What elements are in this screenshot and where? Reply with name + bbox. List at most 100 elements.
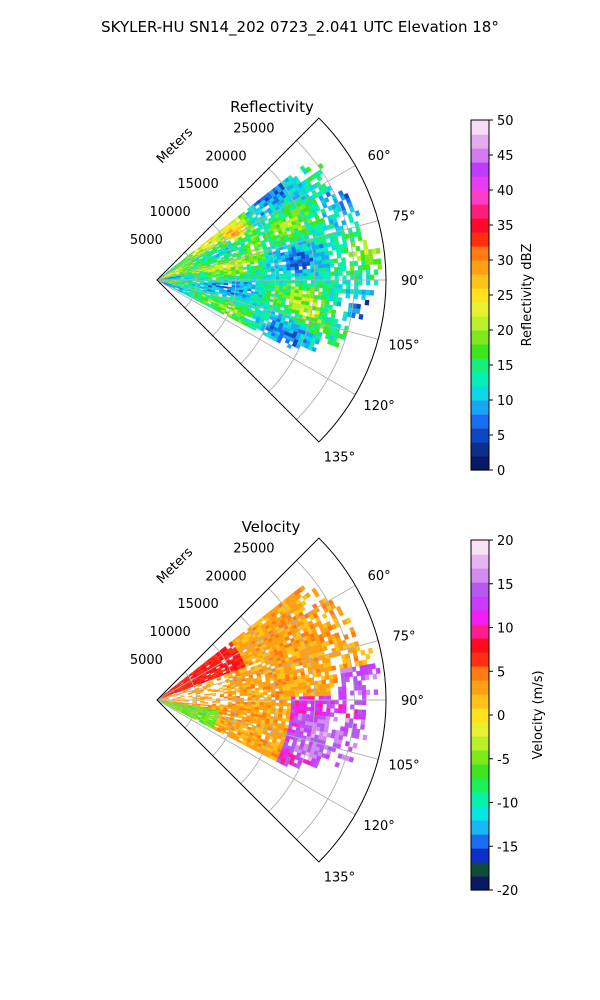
vel-echo-bin (200, 701, 205, 704)
vel-echo-bin (226, 713, 231, 717)
refl-echo-bin (326, 287, 331, 293)
vel-echo-bin (305, 677, 311, 683)
vel-echo-bin (353, 656, 359, 663)
vel-echo-bin (282, 711, 287, 716)
refl-echo-bin (348, 217, 355, 224)
vel-colorbar-segment (471, 582, 489, 597)
refl-echo-bin (320, 299, 326, 305)
refl-echo-bin (294, 286, 300, 291)
refl-echo-bin (298, 283, 304, 288)
vel-echo-bin (176, 700, 181, 702)
vel-echo-bin (294, 699, 300, 704)
vel-range-tick-label: 20000 (205, 569, 246, 584)
refl-echo-bin (317, 256, 322, 261)
vel-azimuth-tick-label: 120° (363, 819, 394, 834)
refl-colorbar-segment (471, 232, 489, 247)
refl-colorbar-segment (471, 302, 489, 317)
refl-echo-bin (298, 279, 304, 284)
refl-echo-bin (317, 264, 323, 269)
refl-colorbar-segment (471, 344, 489, 359)
vel-echo-bin (282, 687, 288, 692)
refl-echo-bin (332, 300, 338, 307)
vel-echo-bin (294, 686, 299, 691)
vel-echo-bin (365, 653, 371, 660)
vel-echo-bin (188, 695, 193, 698)
refl-echo-bin (330, 279, 335, 285)
refl-echo-bin (259, 284, 264, 288)
refl-echo-bin (334, 284, 339, 289)
refl-echo-bin (243, 275, 248, 279)
refl-echo-bin (251, 275, 256, 278)
vel-echo-bin (297, 682, 303, 687)
refl-echo-bin (293, 259, 299, 264)
vel-echo-bin (208, 697, 213, 699)
refl-echo-bin (334, 275, 339, 281)
refl-echo-bin (280, 303, 286, 308)
refl-echo-bin (251, 270, 256, 274)
refl-echo-bin (286, 282, 292, 287)
vel-echo-bin (239, 693, 244, 697)
vel-echo-bin (350, 631, 357, 638)
refl-echo-bin (278, 285, 284, 290)
vel-azimuth-tick-label: 90° (401, 694, 424, 709)
vel-echo-bin (290, 703, 296, 707)
vel-colorbar-tick-label: 10 (497, 622, 514, 637)
refl-echo-bin (354, 210, 361, 217)
refl-echo-bin (235, 281, 241, 285)
refl-echo-bin (176, 280, 181, 282)
vel-echo-bin (196, 695, 201, 698)
refl-echo-bin (375, 247, 381, 254)
vel-echo-bin (330, 699, 335, 705)
refl-echo-bin (267, 282, 272, 286)
vel-echo-bin (333, 678, 338, 684)
refl-echo-bin (306, 290, 311, 295)
vel-echo-bin (294, 706, 300, 711)
vel-azimuth-tick-label: 105° (388, 759, 419, 774)
refl-echo-bin (311, 346, 317, 353)
vel-echo-bin (334, 699, 339, 705)
vel-echo-bin (283, 699, 288, 704)
vel-colorbar-segment (471, 750, 489, 765)
vel-echo-bin (196, 697, 201, 700)
refl-echo-bin (326, 279, 331, 285)
refl-echo-bin (358, 313, 364, 320)
vel-echo-bin (278, 705, 284, 710)
vel-echo-bin (278, 684, 283, 689)
vel-colorbar-segment (471, 848, 489, 863)
refl-echo-bin (184, 282, 189, 284)
vel-echo-bin (207, 693, 213, 696)
refl-echo-bin (301, 262, 307, 267)
refl-echo-bin (247, 273, 252, 276)
vel-echo-bin (282, 708, 288, 713)
refl-echo-bin (302, 283, 308, 288)
refl-echo-bin (364, 299, 370, 306)
vel-echo-bin (362, 699, 367, 706)
refl-echo-bin (255, 284, 260, 288)
refl-echo-bin (354, 270, 359, 276)
refl-echo-bin (285, 260, 291, 265)
vel-echo-bin (329, 712, 335, 718)
refl-echo-bin (322, 271, 327, 277)
refl-echo-bin (242, 266, 248, 270)
refl-echo-bin (196, 280, 201, 283)
vel-echo-bin (343, 726, 349, 733)
refl-echo-bin (294, 269, 300, 274)
vel-echo-bin (180, 695, 185, 698)
vel-echo-bin (285, 718, 291, 723)
vel-colorbar-segment (471, 540, 489, 555)
refl-echo-bin (227, 276, 233, 279)
refl-echo-bin (297, 259, 303, 264)
vel-echo-bin (271, 702, 276, 706)
vel-echo-bin (277, 717, 283, 722)
vel-echo-bin (263, 702, 268, 706)
vel-echo-bin (344, 722, 350, 728)
refl-colorbar-segment (471, 274, 489, 289)
refl-echo-bin (310, 276, 316, 281)
refl-echo-bin (279, 282, 284, 287)
reflectivity-range-axis-label: Meters (154, 125, 196, 167)
refl-colorbar-segment (471, 358, 489, 373)
refl-echo-bin (329, 258, 335, 264)
refl-echo-bin (342, 238, 348, 245)
vel-azimuth-tick-label: 135° (324, 870, 355, 885)
vel-range-tick-label: 5000 (130, 653, 163, 668)
